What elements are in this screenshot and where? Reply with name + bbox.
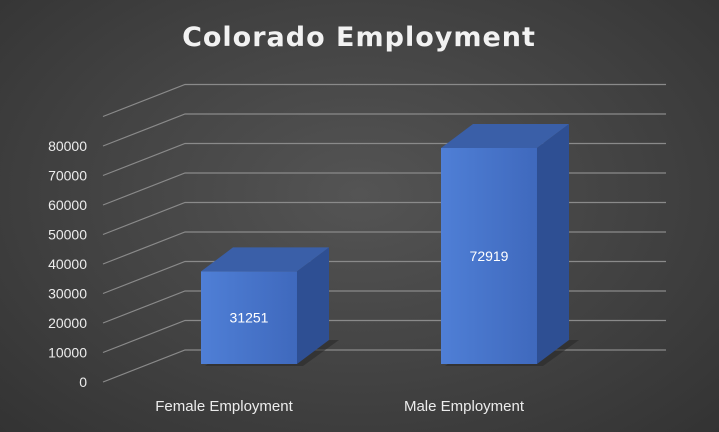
y-axis-ticks: 0 10000 20000 30000 40000 50000 60000 70000 8000… bbox=[48, 138, 87, 390]
y-tick-label: 50000 bbox=[48, 227, 87, 243]
y-tick-label: 70000 bbox=[48, 168, 87, 184]
gridline bbox=[102, 231, 666, 265]
y-tick-label: 60000 bbox=[48, 197, 87, 213]
gridline bbox=[102, 172, 666, 206]
y-tick-label: 30000 bbox=[48, 286, 87, 302]
gridline bbox=[102, 260, 666, 295]
chart-title: Colorado Employment bbox=[182, 22, 536, 53]
y-tick-label: 20000 bbox=[48, 315, 87, 331]
gridline bbox=[102, 83, 666, 118]
gridline bbox=[102, 201, 666, 236]
y-tick-label: 0 bbox=[79, 374, 87, 390]
gridline bbox=[102, 113, 666, 147]
x-tick-label: Female Employment bbox=[155, 398, 293, 415]
x-tick-label: Male Employment bbox=[404, 398, 525, 415]
gridline bbox=[102, 319, 666, 354]
gridline bbox=[102, 349, 666, 383]
gridline bbox=[102, 290, 666, 324]
data-label: 31251 bbox=[230, 310, 269, 326]
x-axis-labels: Female Employment Male Employment bbox=[155, 398, 525, 415]
bar: 31251 bbox=[201, 247, 339, 366]
y-tick-label: 40000 bbox=[48, 256, 87, 272]
gridlines bbox=[102, 83, 666, 383]
gridline bbox=[102, 142, 666, 177]
bars: 31251 72919 bbox=[201, 124, 579, 366]
data-label: 72919 bbox=[470, 248, 509, 264]
bar: 72919 bbox=[441, 124, 579, 366]
y-tick-label: 80000 bbox=[48, 138, 87, 154]
y-tick-label: 10000 bbox=[48, 345, 87, 361]
